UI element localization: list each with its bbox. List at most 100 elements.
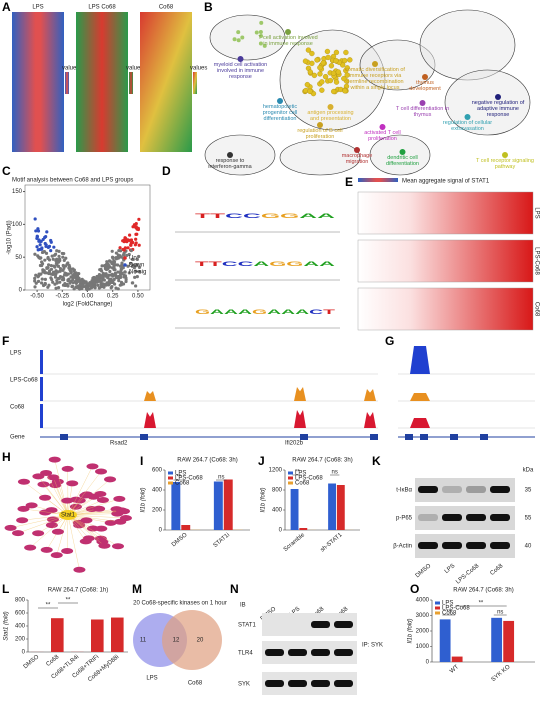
volcano-point — [110, 249, 114, 253]
sig-label: ** — [176, 475, 181, 481]
volcano-point — [112, 262, 116, 267]
volcano-point — [106, 262, 110, 266]
gene-node — [95, 468, 108, 475]
x-tick-label: 0.50 — [132, 294, 144, 300]
volcano-point — [55, 257, 59, 261]
kda-value: 35 — [525, 488, 532, 494]
volcano-point — [134, 225, 138, 229]
legend-title: values — [190, 66, 207, 72]
volcano-point — [40, 246, 44, 250]
gene-node — [73, 566, 86, 573]
volcano-point — [134, 269, 138, 273]
volcano-point — [100, 276, 104, 280]
color-key — [129, 72, 133, 94]
volcano-point — [109, 286, 113, 290]
volcano-point — [43, 241, 47, 246]
chart-title: 20 Co68-specific kinases on 1 hour — [133, 601, 227, 607]
x-tick-label: 0.25 — [107, 294, 119, 300]
term-node — [285, 29, 291, 35]
band — [265, 621, 284, 628]
edge — [67, 511, 124, 516]
gene-node — [87, 493, 100, 500]
blot-label: SYK — [238, 682, 250, 688]
legend-label: Co68 — [442, 611, 457, 617]
volcano-point — [96, 283, 100, 287]
heatmap — [12, 12, 64, 152]
track-bar — [40, 404, 43, 428]
band — [442, 514, 462, 521]
volcano-point — [37, 273, 41, 277]
volcano-point — [85, 286, 89, 290]
panel-letter: H — [2, 450, 11, 464]
volcano-point — [44, 251, 49, 255]
legend-label: Co68 — [295, 481, 310, 487]
legend-title: values — [126, 66, 143, 72]
volcano-point — [67, 263, 71, 268]
signal-peak — [144, 412, 156, 428]
row-label: LPS-Co68 — [533, 247, 539, 275]
volcano-point — [124, 236, 128, 241]
band — [442, 486, 462, 493]
volcano-point — [54, 286, 58, 290]
node — [330, 70, 337, 76]
gene-node — [39, 494, 52, 501]
node — [325, 54, 331, 61]
volcano-point — [134, 241, 138, 245]
volcano-point — [117, 279, 121, 283]
exon — [300, 434, 308, 440]
volcano-point — [43, 258, 47, 262]
signal-heatmap — [357, 191, 534, 235]
volcano-point — [118, 274, 122, 278]
volcano-point — [105, 266, 109, 271]
volcano-point — [33, 252, 37, 256]
gene-node — [50, 552, 63, 559]
exon — [140, 434, 148, 440]
term-node — [277, 98, 283, 104]
legend-swatch — [168, 476, 173, 480]
gene-node — [32, 530, 45, 537]
track-label: Gene — [10, 435, 25, 441]
y-axis-label: Il1b (fold) — [261, 487, 267, 512]
x-tick-label: Co68 — [45, 654, 60, 668]
bar — [336, 485, 345, 530]
node — [240, 35, 245, 40]
node — [344, 65, 350, 71]
y-tick-label: 800 — [15, 598, 26, 604]
volcano-point — [66, 284, 70, 288]
volcano-point — [116, 270, 120, 274]
gene-node — [111, 543, 124, 550]
term-label: T cell activation involved in immune res… — [258, 35, 318, 47]
x-axis-label: log2 (FoldChange) — [63, 302, 113, 308]
volcano-point — [69, 275, 73, 279]
bar — [51, 618, 64, 652]
volcano-point — [113, 273, 117, 277]
blot-label: p-P65 — [396, 516, 413, 522]
x-tick-label: Scramble — [283, 532, 307, 553]
sig-label: ** — [295, 470, 300, 476]
y-tick-label: 800 — [272, 488, 283, 494]
y-axis-label: Il1b (fold) — [408, 618, 414, 643]
volcano-point — [47, 258, 52, 262]
node — [322, 74, 329, 80]
volcano-point — [97, 273, 102, 277]
bar — [223, 479, 233, 530]
panel-letter: L — [2, 582, 9, 596]
gene-name: Rsad2 — [110, 441, 128, 447]
volcano-point — [126, 246, 130, 250]
band — [466, 514, 486, 521]
volcano-point — [122, 248, 126, 252]
legend-swatch — [435, 611, 440, 615]
volcano-point — [133, 275, 137, 279]
volcano-point — [45, 230, 49, 234]
panel-letter: G — [385, 334, 394, 348]
y-tick-label: 1000 — [416, 644, 430, 650]
panel-letter: C — [2, 164, 11, 178]
volcano-point — [109, 260, 113, 264]
heatmap-title: LPS — [32, 5, 43, 11]
band — [334, 649, 353, 656]
band — [418, 486, 438, 493]
edge — [38, 476, 69, 516]
legend-label: LPS-Co68 — [295, 476, 323, 482]
row-label: LPS — [533, 207, 539, 218]
exon — [420, 434, 428, 440]
